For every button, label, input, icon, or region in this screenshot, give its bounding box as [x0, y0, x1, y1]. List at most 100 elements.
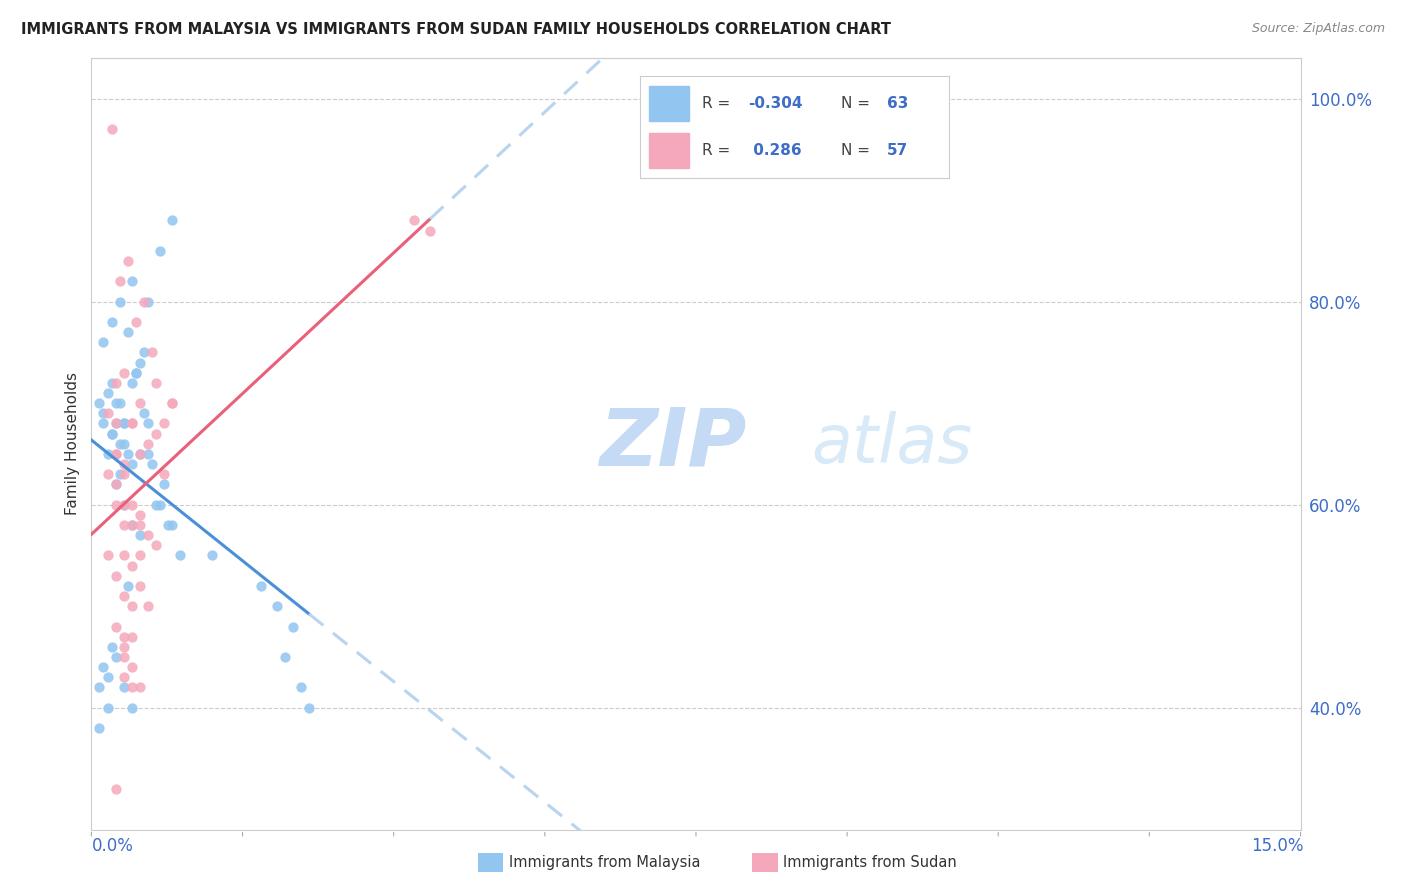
- Point: [121, 518, 143, 533]
- Point: [100, 426, 122, 441]
- Point: [112, 498, 135, 512]
- Point: [121, 630, 143, 644]
- Point: [160, 396, 183, 410]
- Point: [136, 447, 159, 461]
- Text: 57: 57: [887, 144, 908, 158]
- Point: [145, 498, 167, 512]
- Point: [104, 376, 127, 390]
- Text: 63: 63: [887, 96, 908, 111]
- Point: [100, 315, 122, 329]
- Point: [249, 579, 271, 593]
- Point: [128, 549, 150, 563]
- Point: [132, 406, 155, 420]
- Point: [96, 467, 118, 482]
- Y-axis label: Family Households: Family Households: [65, 372, 80, 516]
- Point: [128, 528, 150, 542]
- Point: [108, 294, 131, 309]
- Point: [160, 518, 183, 533]
- Point: [419, 223, 441, 237]
- Point: [141, 345, 163, 359]
- Text: 0.286: 0.286: [748, 144, 801, 158]
- Point: [274, 650, 297, 665]
- Point: [121, 558, 143, 573]
- Point: [136, 436, 159, 450]
- Point: [128, 447, 150, 461]
- Text: -0.304: -0.304: [748, 96, 803, 111]
- Text: 0.0%: 0.0%: [91, 837, 134, 855]
- Point: [104, 619, 127, 633]
- Point: [112, 681, 135, 695]
- Point: [93, 660, 115, 674]
- Point: [96, 700, 118, 714]
- Text: atlas: atlas: [811, 411, 972, 476]
- Point: [89, 681, 111, 695]
- Point: [149, 244, 172, 258]
- Point: [153, 477, 176, 491]
- Point: [128, 355, 150, 369]
- Point: [156, 518, 179, 533]
- Point: [266, 599, 288, 614]
- Text: 15.0%: 15.0%: [1251, 837, 1303, 855]
- Point: [298, 700, 321, 714]
- Point: [100, 122, 122, 136]
- Point: [108, 396, 131, 410]
- Point: [112, 436, 135, 450]
- Point: [149, 498, 172, 512]
- Point: [132, 345, 155, 359]
- Point: [121, 376, 143, 390]
- Point: [104, 568, 127, 582]
- Point: [104, 447, 127, 461]
- Point: [108, 467, 131, 482]
- Point: [96, 670, 118, 684]
- Point: [112, 366, 135, 380]
- Text: N =: N =: [841, 96, 870, 111]
- Point: [89, 721, 111, 735]
- Text: R =: R =: [702, 144, 730, 158]
- Point: [104, 396, 127, 410]
- Point: [104, 781, 127, 796]
- Point: [160, 213, 183, 227]
- Text: ZIP: ZIP: [599, 405, 747, 483]
- Point: [104, 447, 127, 461]
- Text: Source: ZipAtlas.com: Source: ZipAtlas.com: [1251, 22, 1385, 36]
- Point: [96, 549, 118, 563]
- Point: [153, 417, 176, 431]
- Text: IMMIGRANTS FROM MALAYSIA VS IMMIGRANTS FROM SUDAN FAMILY HOUSEHOLDS CORRELATION : IMMIGRANTS FROM MALAYSIA VS IMMIGRANTS F…: [21, 22, 891, 37]
- Point: [100, 376, 122, 390]
- Bar: [650, 133, 689, 168]
- Point: [112, 549, 135, 563]
- Point: [108, 436, 131, 450]
- Point: [121, 700, 143, 714]
- Point: [121, 498, 143, 512]
- Point: [128, 396, 150, 410]
- Point: [128, 447, 150, 461]
- Point: [93, 406, 115, 420]
- Point: [121, 417, 143, 431]
- Point: [96, 386, 118, 401]
- Point: [141, 457, 163, 471]
- Point: [136, 294, 159, 309]
- Point: [128, 508, 150, 522]
- Point: [121, 417, 143, 431]
- Text: N =: N =: [841, 144, 870, 158]
- Point: [93, 335, 115, 350]
- Point: [125, 315, 148, 329]
- Point: [145, 538, 167, 552]
- Bar: [650, 87, 689, 121]
- Point: [281, 619, 304, 633]
- Point: [290, 681, 312, 695]
- Point: [160, 396, 183, 410]
- Point: [100, 640, 122, 654]
- Point: [121, 660, 143, 674]
- Point: [136, 417, 159, 431]
- Point: [104, 477, 127, 491]
- Point: [96, 406, 118, 420]
- Point: [112, 467, 135, 482]
- Point: [136, 599, 159, 614]
- Point: [117, 579, 139, 593]
- Point: [104, 417, 127, 431]
- Point: [128, 518, 150, 533]
- Point: [96, 447, 118, 461]
- Point: [117, 325, 139, 339]
- Point: [128, 579, 150, 593]
